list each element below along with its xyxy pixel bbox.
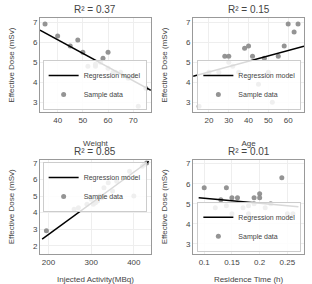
svg-text:Regression model: Regression model bbox=[84, 174, 141, 182]
svg-text:20: 20 bbox=[205, 116, 214, 125]
svg-text:3: 3 bbox=[33, 98, 38, 107]
svg-text:R² = 0.01: R² = 0.01 bbox=[228, 146, 270, 157]
svg-text:Effective Dose (mSv): Effective Dose (mSv) bbox=[160, 27, 169, 102]
svg-text:Age: Age bbox=[241, 139, 256, 148]
svg-text:40: 40 bbox=[244, 116, 253, 125]
svg-text:4: 4 bbox=[33, 208, 38, 217]
svg-text:R² = 0.15: R² = 0.15 bbox=[228, 4, 270, 15]
svg-text:7: 7 bbox=[33, 159, 38, 168]
svg-text:6: 6 bbox=[33, 175, 38, 184]
svg-text:50: 50 bbox=[264, 116, 273, 125]
svg-text:Sample data: Sample data bbox=[84, 91, 123, 99]
svg-text:7: 7 bbox=[186, 18, 191, 27]
svg-text:R² = 0.85: R² = 0.85 bbox=[74, 146, 116, 157]
svg-text:400: 400 bbox=[127, 258, 141, 267]
svg-text:5: 5 bbox=[33, 192, 38, 201]
svg-text:Regression model: Regression model bbox=[238, 214, 295, 222]
svg-text:70: 70 bbox=[129, 116, 138, 125]
svg-text:5: 5 bbox=[33, 58, 38, 67]
svg-text:R² = 0.37: R² = 0.37 bbox=[74, 4, 116, 15]
svg-text:2: 2 bbox=[33, 242, 38, 251]
svg-text:5: 5 bbox=[186, 58, 191, 67]
svg-text:4: 4 bbox=[186, 220, 191, 229]
svg-text:Effective Dose (mSv): Effective Dose (mSv) bbox=[7, 27, 16, 102]
svg-text:3: 3 bbox=[186, 98, 191, 107]
svg-text:Injected Activity(MBq): Injected Activity(MBq) bbox=[57, 275, 134, 284]
svg-text:6: 6 bbox=[33, 38, 38, 47]
svg-text:Sample data: Sample data bbox=[84, 193, 123, 201]
svg-text:300: 300 bbox=[85, 258, 99, 267]
svg-text:Regression model: Regression model bbox=[238, 72, 295, 80]
svg-text:60: 60 bbox=[284, 116, 293, 125]
svg-text:40: 40 bbox=[53, 116, 62, 125]
svg-text:7: 7 bbox=[33, 18, 38, 27]
svg-text:0.1: 0.1 bbox=[199, 258, 211, 267]
svg-text:Regression model: Regression model bbox=[84, 72, 141, 80]
svg-text:0.2: 0.2 bbox=[254, 258, 266, 267]
svg-text:6: 6 bbox=[186, 180, 191, 189]
svg-text:Effective Dose (mSv): Effective Dose (mSv) bbox=[160, 169, 169, 244]
svg-text:30: 30 bbox=[224, 116, 233, 125]
svg-text:200: 200 bbox=[42, 258, 56, 267]
svg-text:50: 50 bbox=[78, 116, 87, 125]
svg-text:Weight: Weight bbox=[83, 139, 109, 148]
svg-text:Sample data: Sample data bbox=[238, 91, 277, 99]
svg-text:3: 3 bbox=[33, 225, 38, 234]
svg-text:Sample data: Sample data bbox=[238, 233, 277, 241]
svg-text:3: 3 bbox=[186, 240, 191, 249]
svg-text:Effective Dose (mSv): Effective Dose (mSv) bbox=[7, 169, 16, 244]
svg-text:Residence Time (h): Residence Time (h) bbox=[214, 275, 284, 284]
svg-text:0.25: 0.25 bbox=[280, 258, 296, 267]
svg-text:6: 6 bbox=[186, 38, 191, 47]
svg-text:7: 7 bbox=[186, 159, 191, 168]
svg-text:0.15: 0.15 bbox=[224, 258, 240, 267]
svg-text:60: 60 bbox=[104, 116, 113, 125]
svg-text:4: 4 bbox=[33, 78, 38, 87]
svg-text:4: 4 bbox=[186, 78, 191, 87]
svg-text:5: 5 bbox=[186, 200, 191, 209]
